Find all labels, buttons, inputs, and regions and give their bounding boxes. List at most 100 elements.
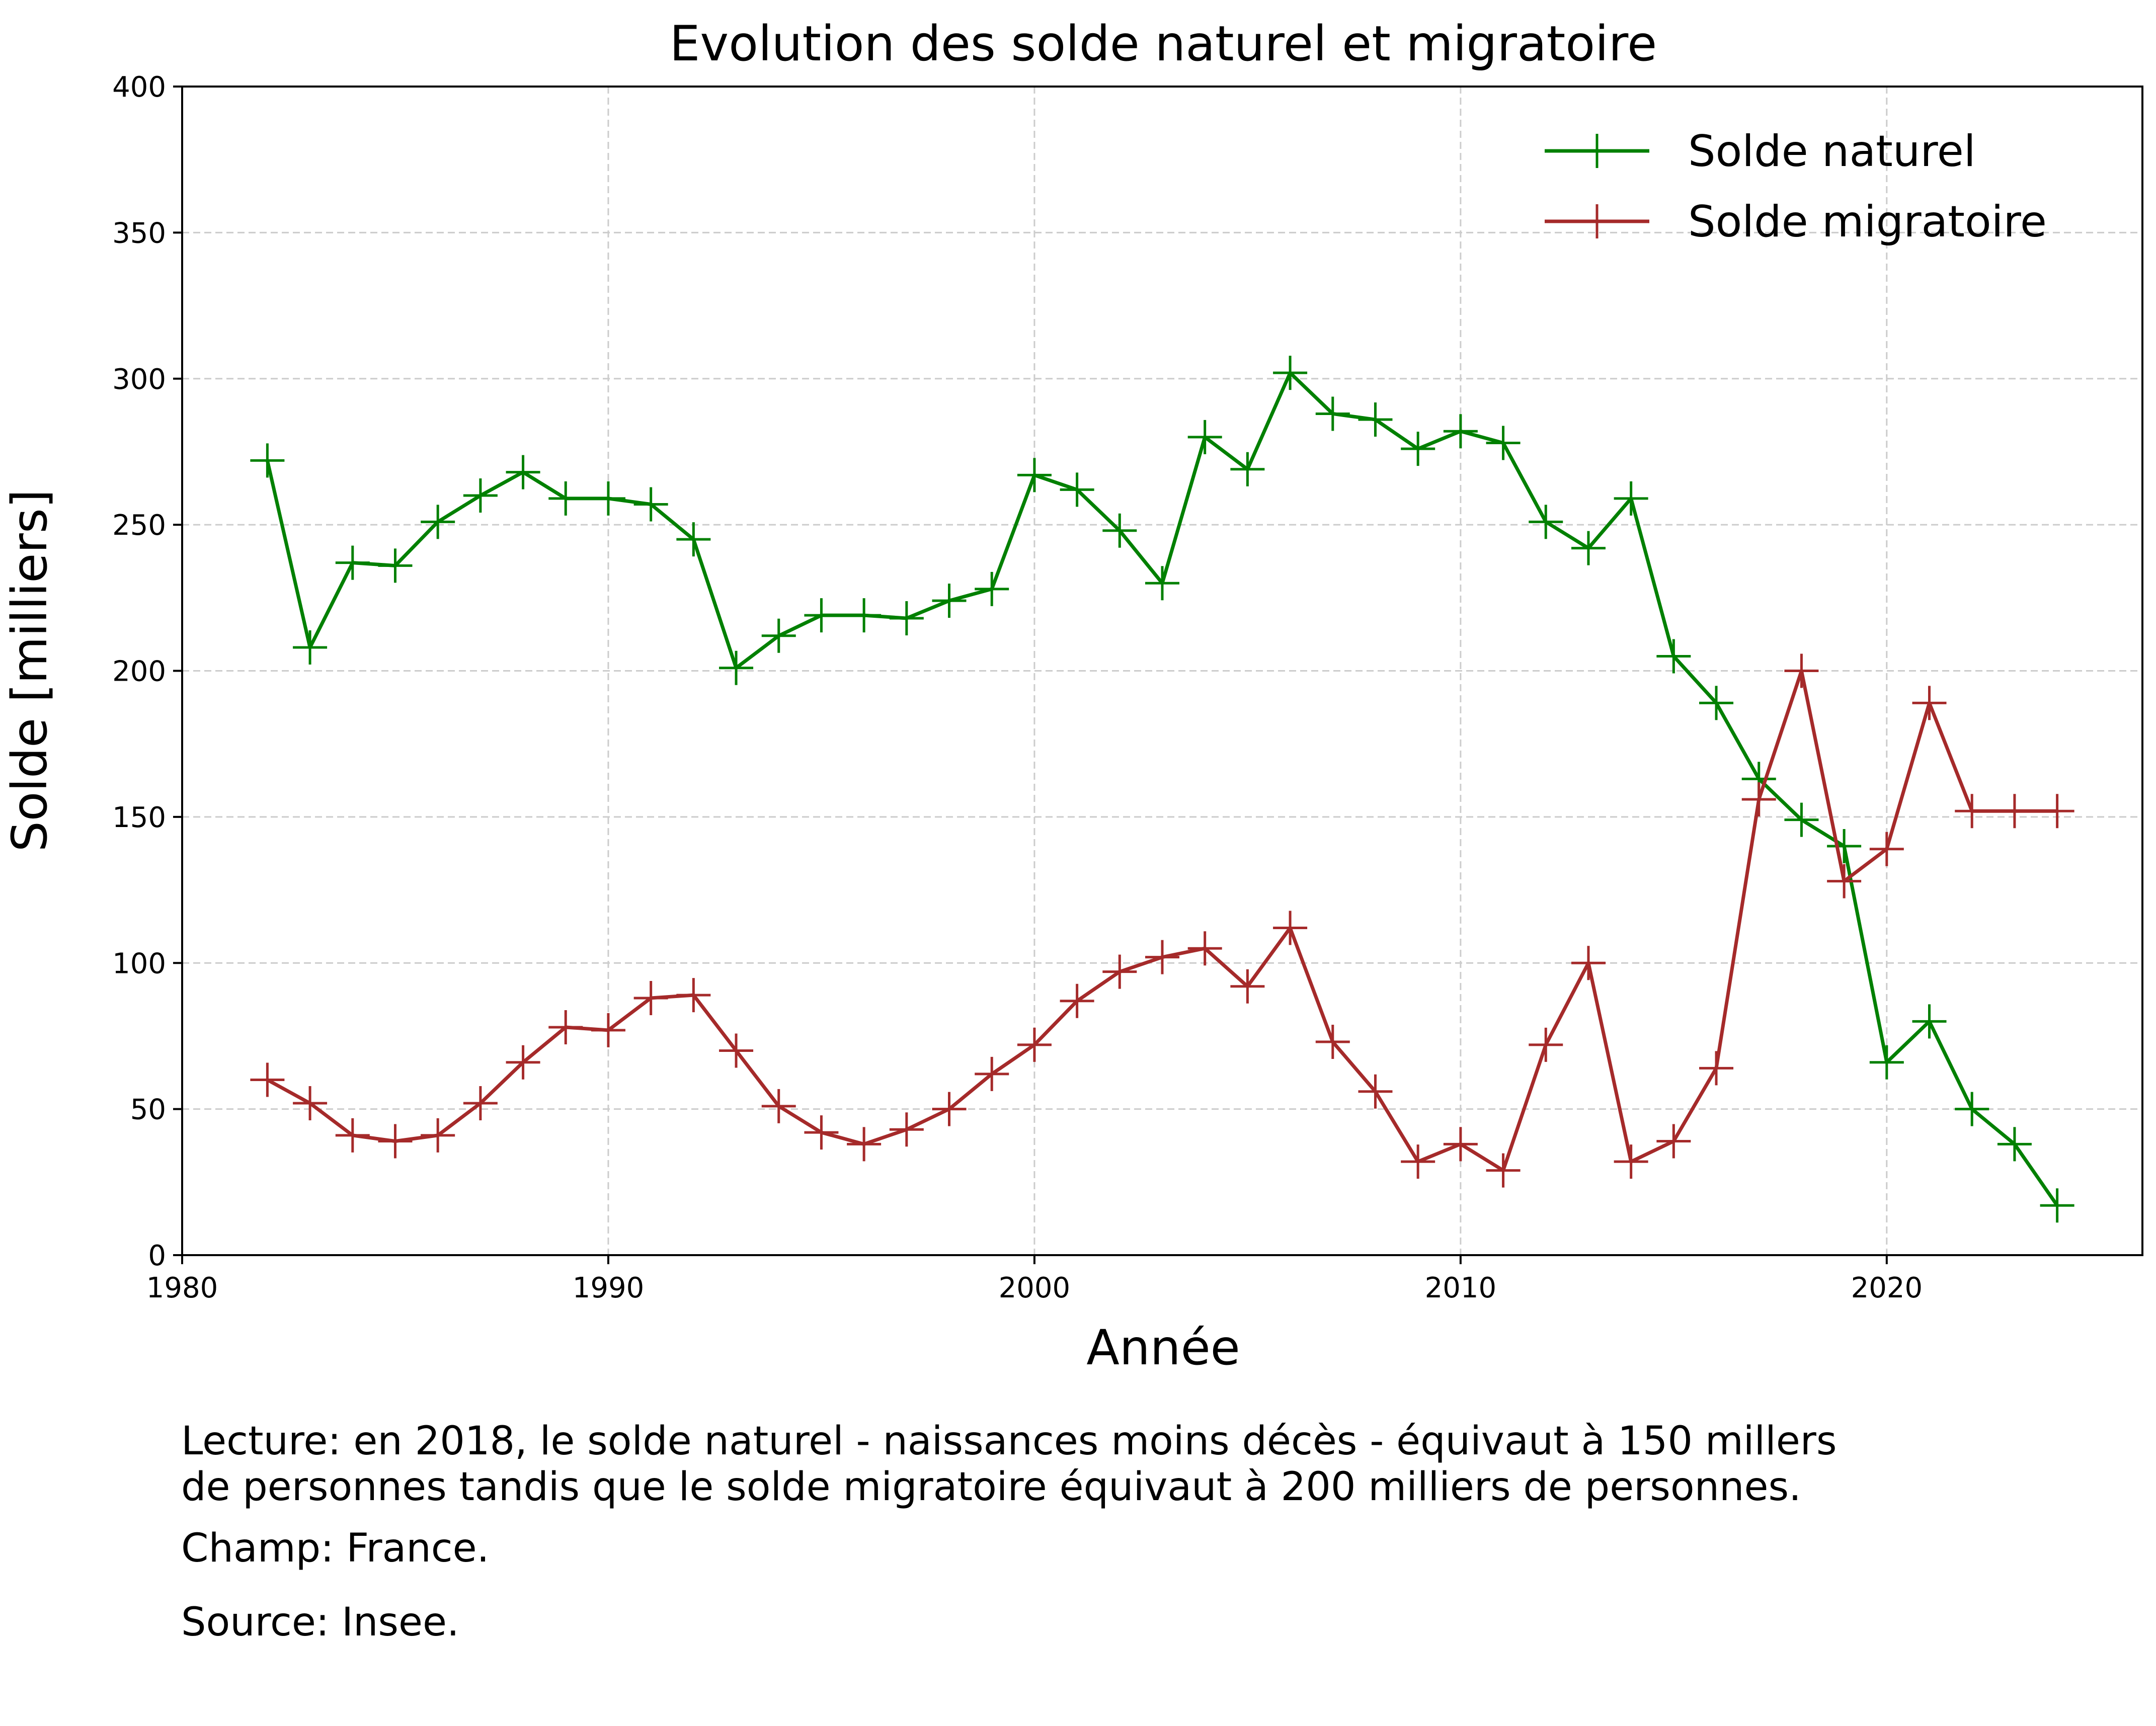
- data-point-series-1: [1443, 414, 1478, 449]
- data-point-series-2: [463, 1086, 498, 1121]
- data-point-series-2: [421, 1118, 455, 1153]
- data-point-series-1: [591, 481, 625, 516]
- x-tick-label: 1980: [146, 1272, 218, 1304]
- legend-label-2: Solde migratoire: [1688, 197, 2047, 247]
- data-point-series-1: [1997, 1127, 2032, 1162]
- data-point-series-2: [506, 1045, 540, 1080]
- data-point-series-1: [2040, 1188, 2074, 1223]
- data-point-series-2: [719, 1033, 754, 1068]
- data-point-series-1: [676, 522, 711, 557]
- data-point-series-1: [804, 598, 839, 633]
- data-point-series-1: [1955, 1092, 1989, 1126]
- data-point-series-2: [932, 1092, 967, 1126]
- data-point-series-1: [1614, 481, 1648, 516]
- data-point-series-1: [1912, 1004, 1947, 1039]
- data-point-series-1: [1401, 432, 1435, 466]
- data-point-series-2: [1997, 794, 2032, 829]
- data-point-series-2: [1060, 983, 1094, 1018]
- reading-note-line-1: Lecture: en 2018, le solde naturel - nai…: [181, 1419, 1837, 1464]
- reading-note-line-2: de personnes tandis que le solde migrato…: [181, 1464, 1801, 1510]
- data-point-series-1: [633, 487, 668, 522]
- data-point-series-2: [1017, 1027, 1052, 1062]
- line-chart: Evolution des solde naturel et migratoir…: [2, 16, 2143, 1376]
- data-point-series-2: [889, 1112, 924, 1147]
- y-tick-label: 0: [148, 1240, 166, 1272]
- data-point-series-1: [761, 618, 796, 653]
- scope-note: Champ: France.: [181, 1525, 490, 1571]
- series-line-1: [265, 371, 2059, 1207]
- data-point-series-2: [1912, 686, 1947, 720]
- data-point-series-1: [1017, 458, 1052, 492]
- data-point-series-1: [1145, 566, 1179, 601]
- data-point-series-1: [1699, 686, 1734, 720]
- legend: Solde naturel Solde migratoire: [1545, 126, 2047, 247]
- legend-marker-1: [1580, 134, 1614, 168]
- data-point-series-1: [1656, 639, 1691, 674]
- data-point-series-1: [506, 455, 540, 489]
- y-tick-label: 100: [112, 947, 166, 980]
- data-point-series-1: [250, 443, 285, 478]
- y-tick-label: 250: [112, 509, 166, 542]
- data-point-series-2: [1827, 864, 1862, 898]
- series-layer: [250, 356, 2074, 1223]
- x-axis-label: Année: [1086, 1320, 1240, 1376]
- notes-block: Lecture: en 2018, le solde naturel - nai…: [181, 1419, 2118, 1646]
- data-point-series-1: [548, 481, 583, 516]
- data-point-series-2: [1571, 946, 1606, 980]
- data-point-series-2: [1401, 1144, 1435, 1179]
- data-point-series-1: [719, 650, 754, 685]
- data-point-series-1: [1230, 452, 1265, 486]
- data-point-series-1: [378, 548, 413, 583]
- data-point-series-1: [1273, 356, 1308, 390]
- data-point-series-2: [1741, 782, 1776, 817]
- reading-note: Lecture: en 2018, le solde naturel - nai…: [181, 1419, 2118, 1511]
- chart-title: Evolution des solde naturel et migratoir…: [670, 16, 1657, 72]
- data-point-series-1: [463, 478, 498, 513]
- y-tick-label: 400: [112, 71, 166, 104]
- data-point-series-2: [1273, 911, 1308, 945]
- data-point-series-1: [1827, 829, 1862, 863]
- data-point-series-2: [676, 978, 711, 1013]
- data-point-series-2: [1187, 931, 1222, 966]
- grid-lines: [181, 86, 2142, 1256]
- data-point-series-2: [378, 1124, 413, 1159]
- data-point-series-2: [1955, 794, 1989, 829]
- data-point-series-2: [1656, 1124, 1691, 1159]
- data-point-series-1: [1315, 396, 1350, 431]
- data-point-series-1: [1187, 420, 1222, 454]
- source-note: Source: Insee.: [181, 1599, 459, 1645]
- data-point-series-1: [293, 630, 328, 665]
- data-point-series-1: [932, 584, 967, 618]
- data-point-series-2: [2040, 794, 2074, 829]
- data-point-series-2: [847, 1127, 882, 1162]
- data-point-series-2: [1486, 1153, 1521, 1188]
- data-point-series-2: [548, 1010, 583, 1045]
- data-point-series-2: [335, 1118, 370, 1153]
- data-point-series-2: [1230, 969, 1265, 1004]
- data-point-series-2: [1145, 940, 1179, 974]
- data-point-series-2: [1869, 832, 1904, 866]
- data-point-series-2: [1102, 954, 1137, 989]
- legend-label-1: Solde naturel: [1688, 126, 1976, 177]
- data-point-series-1: [975, 571, 1009, 606]
- y-tick-label: 50: [130, 1094, 166, 1126]
- y-tick-label: 300: [112, 363, 166, 396]
- data-point-series-1: [1529, 505, 1563, 539]
- data-point-series-1: [1060, 472, 1094, 507]
- data-point-series-2: [1529, 1027, 1563, 1062]
- data-point-series-2: [804, 1115, 839, 1150]
- data-point-series-2: [1614, 1144, 1648, 1179]
- data-point-series-1: [1486, 426, 1521, 460]
- x-tick-label: 1990: [573, 1272, 645, 1304]
- y-tick-label: 150: [112, 801, 166, 834]
- data-point-series-2: [1358, 1074, 1393, 1109]
- data-point-series-1: [1102, 513, 1137, 548]
- data-point-series-2: [1784, 653, 1819, 688]
- data-point-series-1: [335, 545, 370, 580]
- x-tick-label: 2010: [1425, 1272, 1497, 1304]
- data-point-series-1: [1358, 402, 1393, 437]
- data-point-series-2: [293, 1086, 328, 1121]
- y-axis-label: Solde [milliers]: [2, 489, 58, 852]
- data-point-series-2: [1443, 1127, 1478, 1162]
- data-point-series-1: [847, 598, 882, 633]
